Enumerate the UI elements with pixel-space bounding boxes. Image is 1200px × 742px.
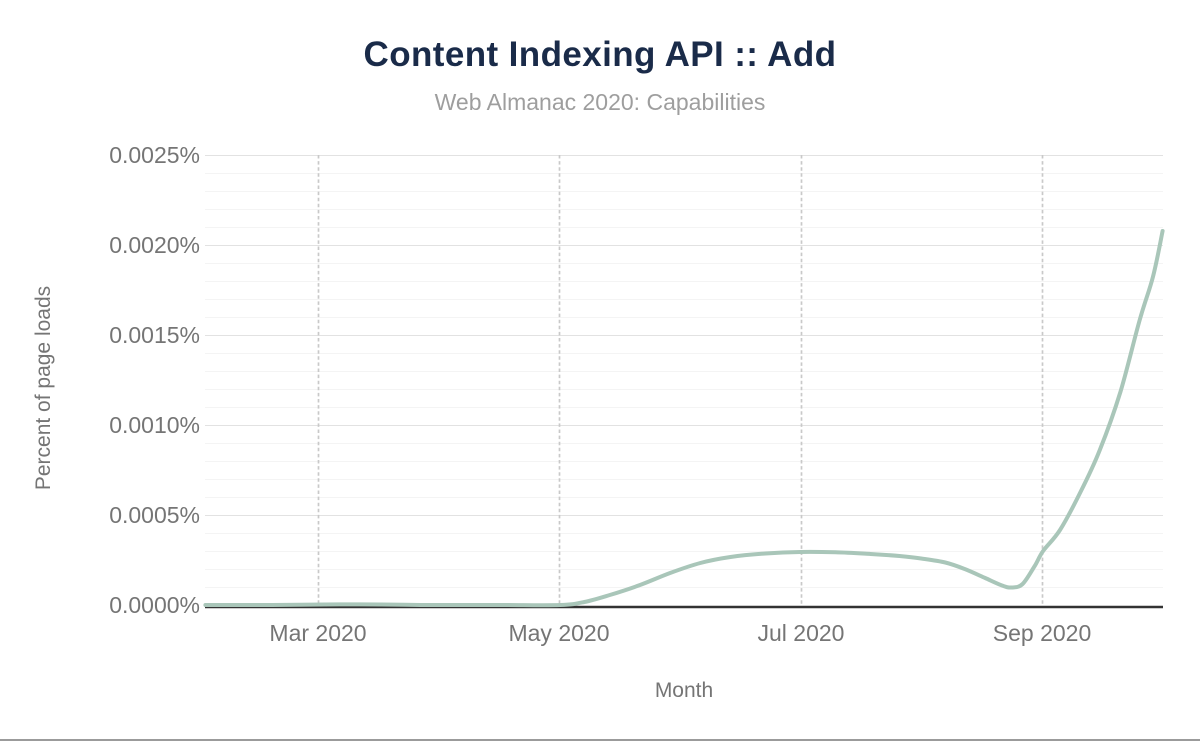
x-tick-label: Mar 2020: [269, 620, 367, 646]
x-axis-title: Month: [654, 679, 714, 702]
data-line-series: [203, 229, 1165, 608]
x-tick-label: Jul 2020: [757, 620, 845, 646]
bottom-border-line: [0, 739, 1200, 741]
chart-subtitle: Web Almanac 2020: Capabilities: [434, 89, 766, 115]
y-tick-label: 0.0000%: [109, 592, 200, 618]
y-axis-title: Percent of page loads: [32, 285, 55, 491]
x-tick-label: May 2020: [508, 620, 610, 646]
y-tick-label: 0.0025%: [109, 142, 200, 168]
y-tick-label: 0.0020%: [109, 232, 200, 258]
chart-title: Content Indexing API :: Add: [363, 35, 837, 74]
y-tick-label: 0.0010%: [109, 412, 200, 438]
y-tick-label: 0.0015%: [109, 322, 200, 348]
x-tick-label: Sep 2020: [992, 620, 1092, 646]
y-tick-label: 0.0005%: [109, 502, 200, 528]
